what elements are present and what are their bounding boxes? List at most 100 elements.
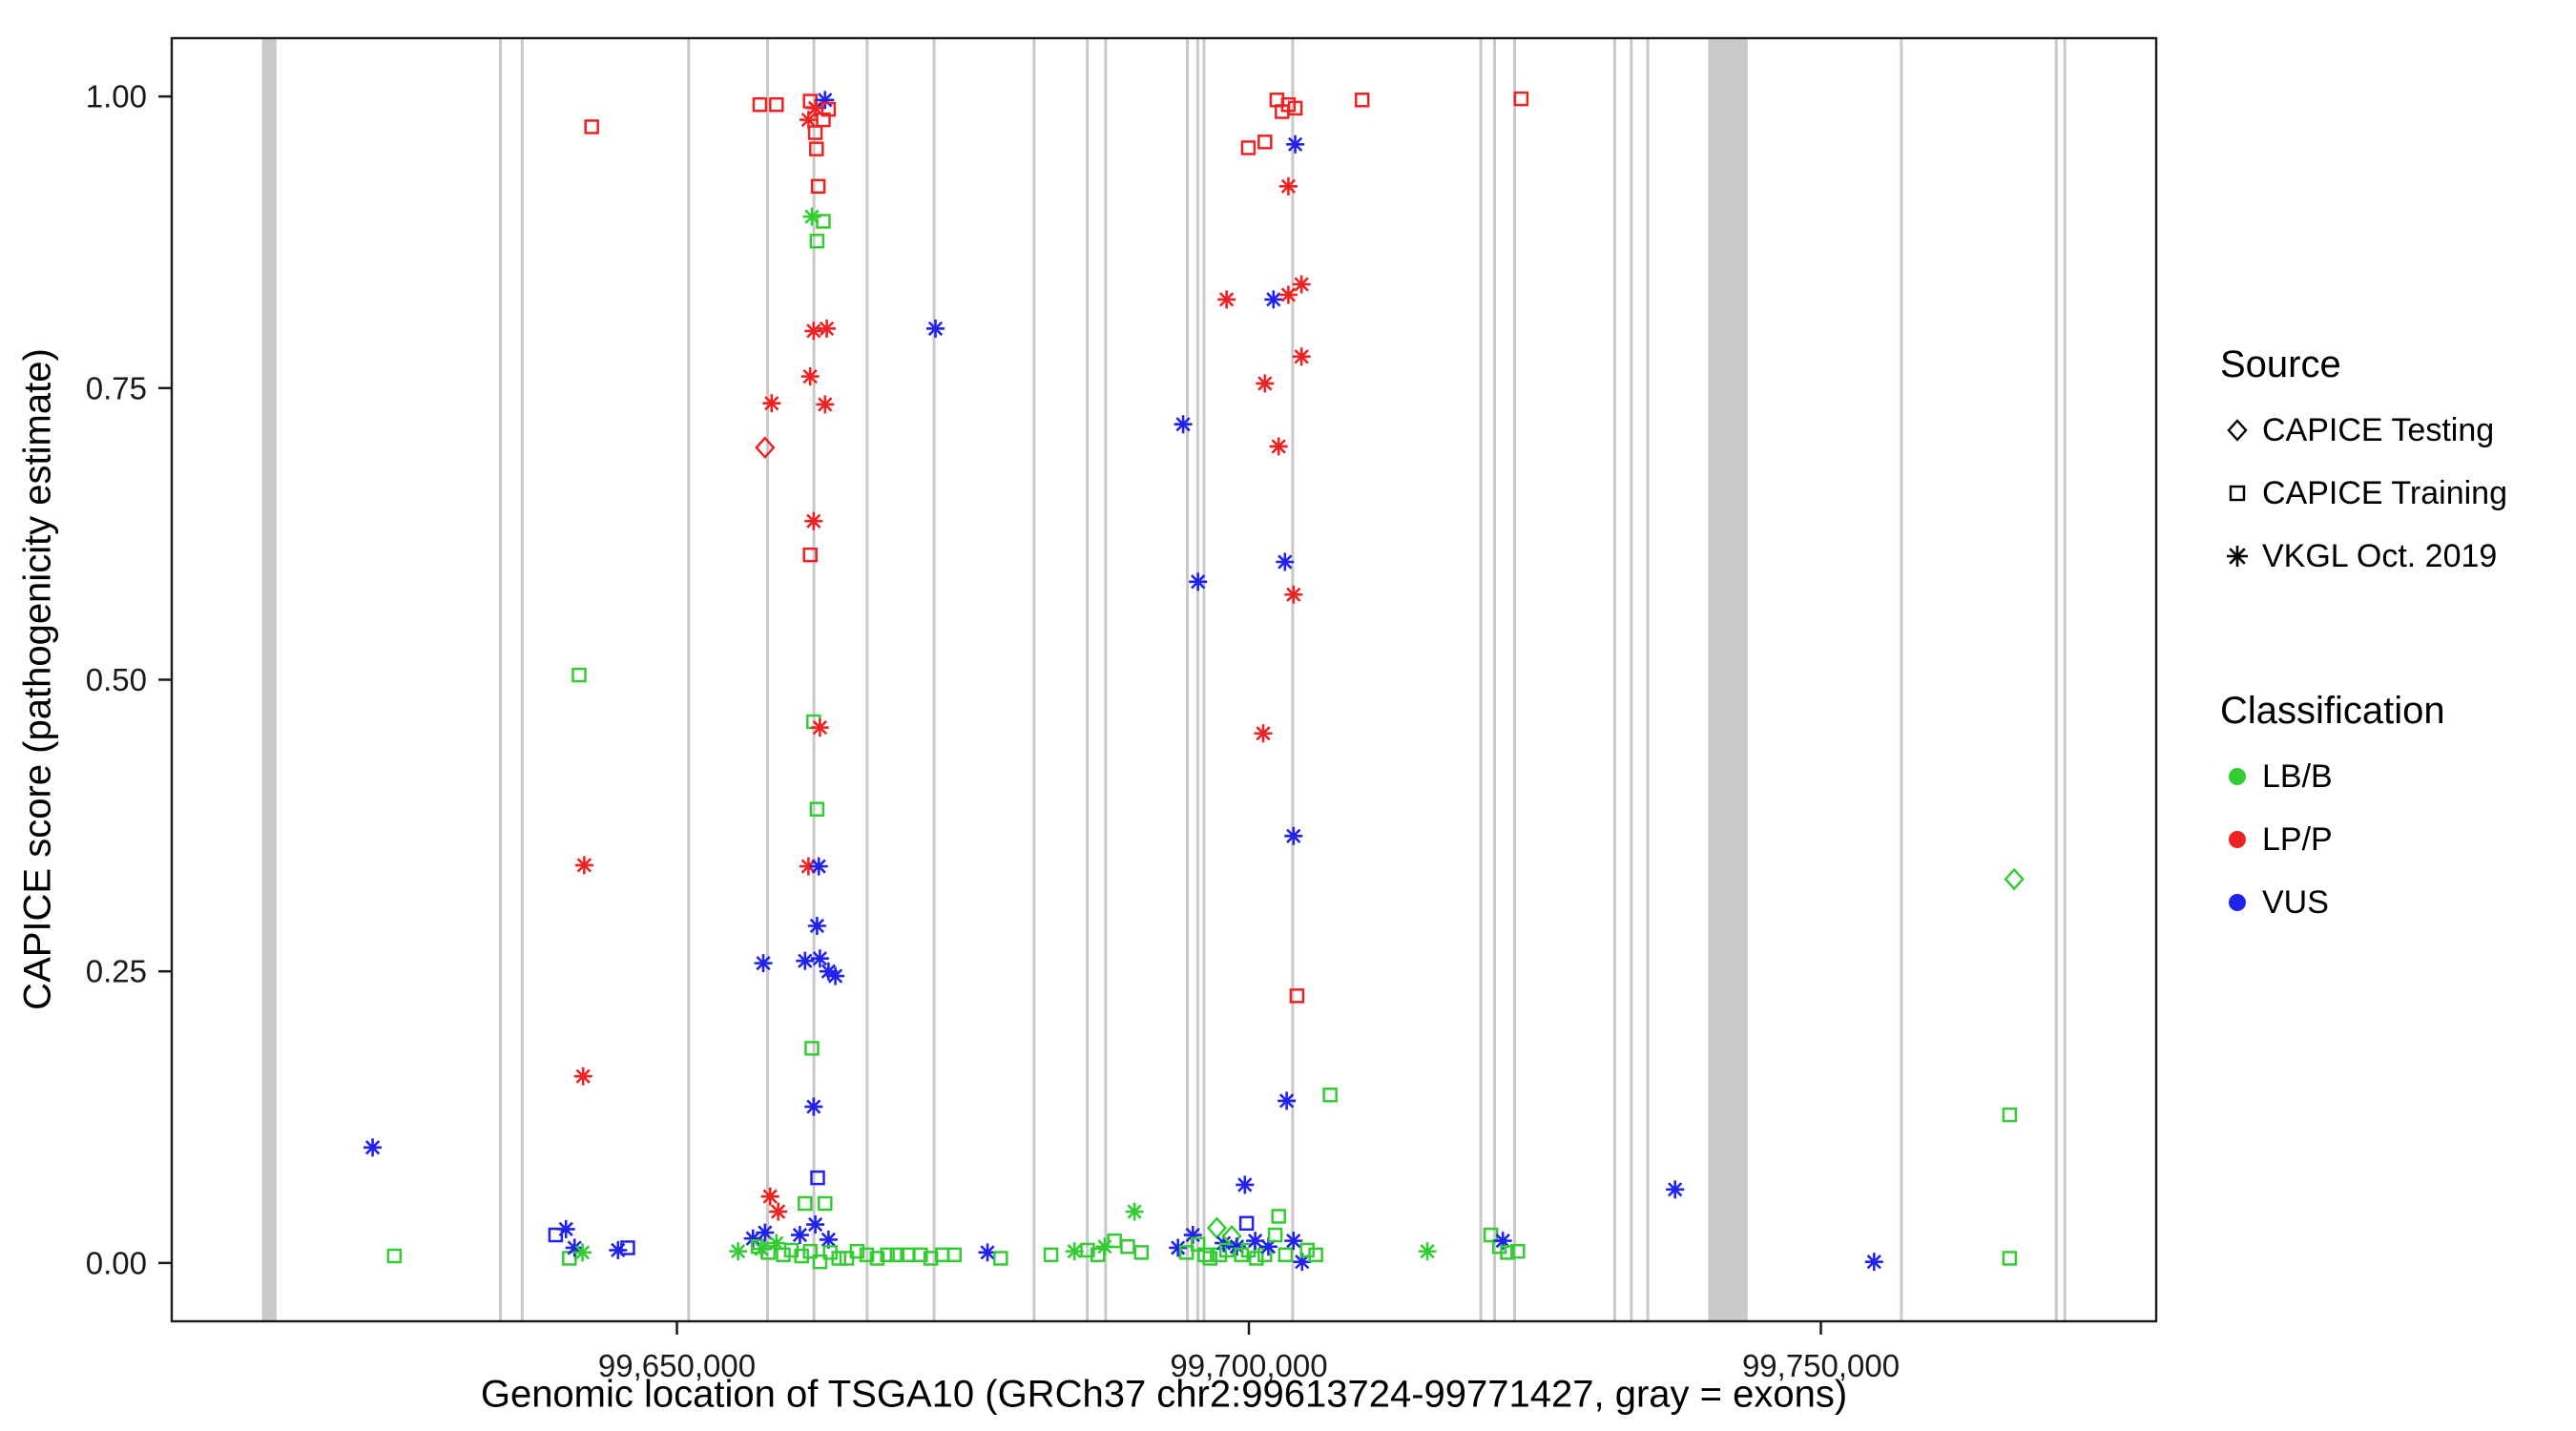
data-point <box>1174 415 1193 434</box>
data-point <box>816 214 831 229</box>
legend-label-lpp: LP/P <box>2262 820 2333 858</box>
data-point <box>804 321 823 341</box>
exon-bar <box>1195 38 1199 1321</box>
data-point <box>1284 1232 1303 1251</box>
data-point <box>1286 135 1305 154</box>
data-point <box>810 1170 825 1186</box>
data-point <box>1269 437 1288 456</box>
data-point <box>574 856 593 875</box>
data-point <box>849 1243 865 1259</box>
exon-bar <box>1086 38 1090 1321</box>
legend-item-vus: VUS <box>2220 881 2507 923</box>
data-point <box>1278 176 1298 196</box>
data-point <box>755 436 776 460</box>
data-point <box>869 1251 885 1266</box>
data-point <box>818 1195 833 1212</box>
x-tick-label: 99,650,000 <box>598 1348 756 1383</box>
diamond-icon <box>2220 413 2262 447</box>
legend-label-capice-training: CAPICE Training <box>2262 474 2507 511</box>
data-point <box>756 1223 775 1242</box>
y-tick-label: 0.25 <box>86 954 147 989</box>
data-point <box>889 1247 905 1263</box>
data-point <box>796 951 815 970</box>
legend: Source CAPICE Testing CAPICE Training <box>2220 343 2507 944</box>
data-point <box>776 1247 791 1263</box>
data-point <box>1299 1242 1315 1258</box>
data-point <box>810 178 826 195</box>
x-tick-label: 99,750,000 <box>1742 1348 1900 1383</box>
exon-bar <box>1104 38 1108 1321</box>
y-tick-label: 0.00 <box>86 1245 147 1280</box>
legend-label-capice-testing: CAPICE Testing <box>2262 411 2495 448</box>
data-point <box>1202 1251 1218 1266</box>
data-point <box>812 1254 828 1270</box>
y-tick-label: 1.00 <box>86 79 147 114</box>
exon-bar <box>1646 38 1650 1321</box>
legend-item-lbb: LB/B <box>2220 756 2507 798</box>
data-point <box>806 1215 825 1234</box>
exon-bar <box>1708 38 1748 1321</box>
data-point <box>1120 1238 1135 1255</box>
data-point <box>790 1226 809 1245</box>
data-point <box>584 119 599 135</box>
data-point <box>1284 585 1303 604</box>
exon-bars <box>261 38 2067 1321</box>
legend-item-vkgl: VKGL Oct. 2019 <box>2220 535 2507 577</box>
data-point <box>1133 1245 1150 1260</box>
exon-bar <box>1479 38 1483 1321</box>
legend-label-lbb: LB/B <box>2262 757 2333 795</box>
exon-bar <box>1032 38 1036 1321</box>
data-point <box>2004 867 2025 891</box>
data-point <box>364 1138 383 1157</box>
data-point <box>818 319 837 338</box>
data-point <box>1308 1247 1323 1263</box>
data-point <box>1284 826 1303 845</box>
data-point <box>556 1219 575 1238</box>
y-tick-label: 0.50 <box>86 662 147 697</box>
data-point <box>925 319 945 338</box>
data-point <box>1240 1242 1257 1258</box>
legend-source-title: Source <box>2220 343 2341 385</box>
legend-classification-title: Classification <box>2220 690 2445 732</box>
exon-bar <box>1630 38 1633 1321</box>
data-point <box>1287 100 1303 116</box>
data-point <box>1065 1242 1084 1261</box>
data-point <box>760 1245 776 1260</box>
exon-bar <box>2054 38 2058 1321</box>
data-point <box>802 1243 818 1259</box>
data-point <box>571 667 587 683</box>
data-point <box>809 801 825 817</box>
data-point <box>1292 275 1311 294</box>
data-point <box>946 1247 963 1263</box>
data-point <box>859 1247 875 1263</box>
data-point <box>807 916 826 935</box>
exon-bar <box>520 38 524 1321</box>
square-icon <box>2220 476 2262 510</box>
exon-bar <box>1900 38 1903 1321</box>
data-point <box>573 1243 592 1262</box>
data-point <box>807 125 823 140</box>
legend-label-vkgl: VKGL Oct. 2019 <box>2262 537 2498 574</box>
data-point <box>1217 290 1236 309</box>
x-axis-title: Genomic location of TSGA10 (GRCh37 chr2:… <box>480 1373 1848 1416</box>
data-point <box>1257 135 1273 150</box>
data-point <box>804 1097 823 1116</box>
data-point <box>1289 988 1305 1004</box>
data-point <box>809 141 824 156</box>
exon-bar <box>2063 38 2067 1321</box>
data-point <box>1513 91 1529 107</box>
data-point <box>826 966 845 985</box>
data-point <box>1080 1242 1095 1258</box>
lpp-dot-icon <box>2220 822 2262 857</box>
data-point <box>1254 724 1273 743</box>
data-point <box>1043 1247 1059 1263</box>
data-point <box>1322 1088 1338 1103</box>
data-point <box>1292 347 1311 366</box>
data-point <box>804 511 823 530</box>
data-points <box>364 91 2025 1272</box>
exon-bar <box>1186 38 1190 1321</box>
data-point <box>573 1067 592 1086</box>
data-point <box>2002 1251 2018 1266</box>
